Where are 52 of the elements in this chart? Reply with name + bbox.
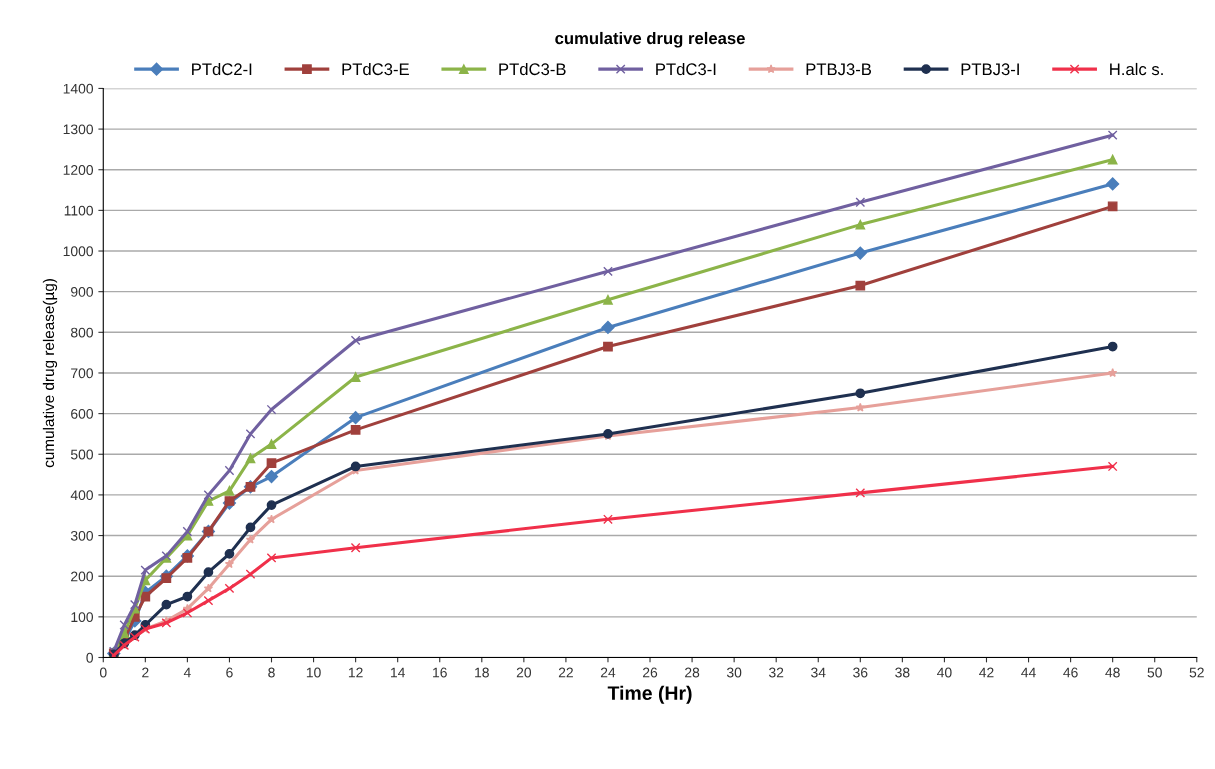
legend-label: PTdC2-I [192,62,252,76]
x-tick-label: 52 [1189,667,1204,678]
y-tick-label: 300 [70,530,94,541]
y-tick-label: 200 [71,571,94,582]
y-tick-label: 900 [71,287,94,297]
x-tick-label: 38 [895,667,910,678]
x-tick-label: 2 [142,667,149,678]
x-tick-label: 24 [600,667,616,678]
x-tick-label: 36 [853,667,868,678]
x-tick-label: 14 [391,667,405,678]
x-tick-label: 30 [726,667,742,678]
legend-label: PTBJ3-B [806,63,872,76]
x-tick-label: 32 [769,667,784,678]
y-tick-label: 1200 [63,165,94,175]
legend-label: H.alc s. [1110,62,1163,76]
x-tick-label: 46 [1063,667,1078,678]
x-tick-label: 44 [1021,667,1036,678]
x-tick-label: 8 [268,667,275,678]
legend-label: PTdC3-I [656,62,716,76]
y-tick-label: 400 [70,490,94,501]
x-tick-label: 26 [643,667,658,678]
y-tick-label: 800 [70,327,94,338]
legend-label: PTdC3-B [499,62,566,76]
y-tick-label: 1100 [64,205,94,216]
y-tick-label: 1400 [63,83,94,94]
y-tick-label: 1300 [63,124,94,135]
x-tick-label: 6 [226,667,233,678]
x-tick-label: 22 [558,667,573,678]
x-tick-label: 10 [306,667,321,678]
x-tick-label: 48 [1105,667,1120,678]
x-tick-label: 50 [1147,667,1162,678]
y-tick-label: 0 [86,652,94,663]
y-tick-label: 500 [70,449,94,460]
y-tick-label: 700 [71,368,94,379]
chart-title: cumulative drug release [555,31,745,48]
x-tick-label: 34 [811,667,826,678]
x-tick-label: 0 [99,667,107,678]
legend-label: PTBJ3-I [961,63,1019,76]
y-axis-title: cumulative drug release(µg) [42,279,58,468]
x-tick-label: 18 [475,667,489,678]
y-tick-label: 600 [71,408,94,419]
x-axis-title: Time (Hr) [607,685,692,704]
x-tick-label: 20 [516,667,532,678]
y-tick-label: 100 [71,612,94,623]
x-tick-label: 42 [979,667,994,678]
legend-label: PTdC3-E [342,62,409,76]
x-tick-label: 28 [685,667,700,678]
y-tick-label: 1000 [63,246,94,257]
x-tick-label: 4 [183,667,191,678]
x-tick-label: 16 [433,667,447,678]
x-tick-label: 12 [348,667,363,678]
x-tick-label: 40 [937,667,952,678]
